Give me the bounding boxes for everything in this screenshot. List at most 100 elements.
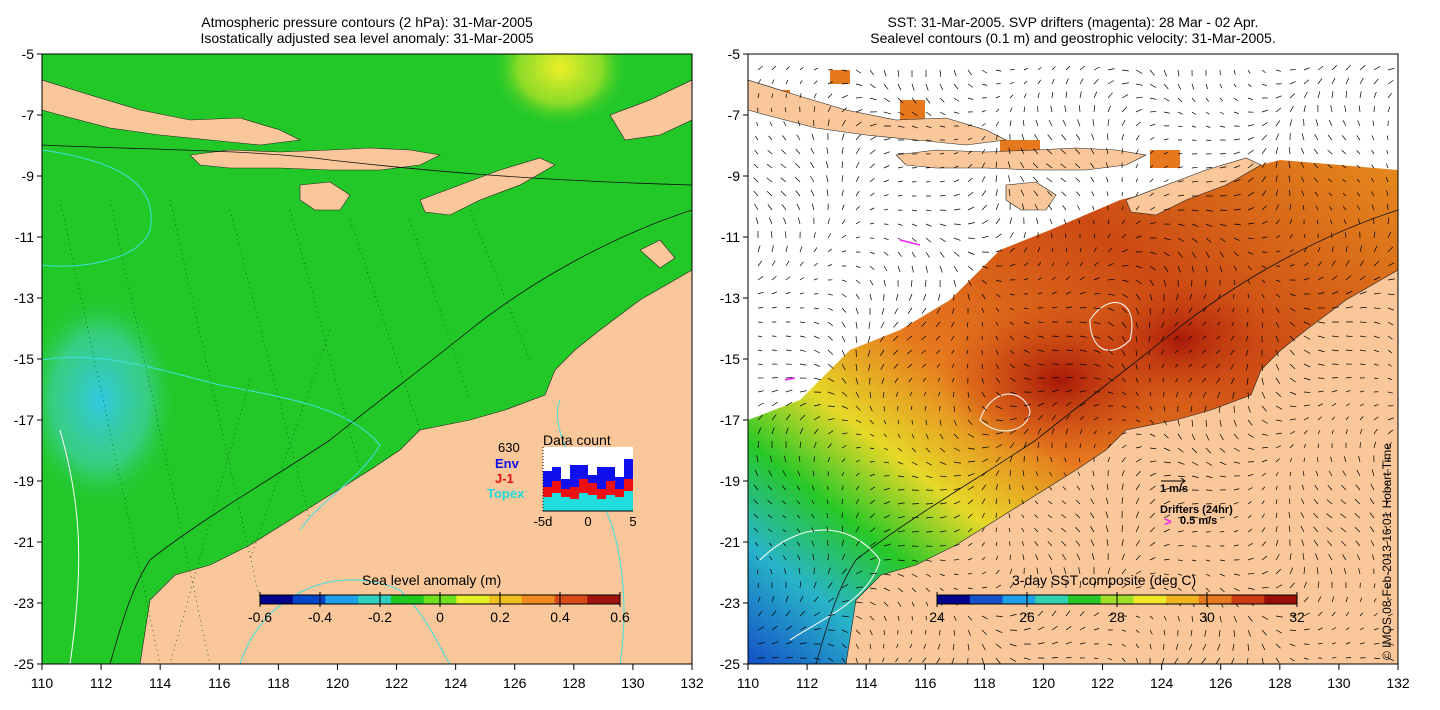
velocity-arrow — [1315, 470, 1319, 477]
velocity-arrow — [1217, 321, 1221, 326]
tanimbar-island — [609, 79, 692, 141]
velocity-arrow — [1149, 615, 1154, 620]
velocity-arrow — [1065, 306, 1073, 309]
velocity-arrow — [1107, 68, 1115, 71]
velocity-arrow — [1135, 555, 1141, 561]
velocity-arrow — [1177, 461, 1185, 465]
velocity-arrow — [1247, 97, 1253, 101]
velocity-arrow — [1121, 69, 1129, 72]
velocity-arrow — [981, 176, 986, 183]
velocity-arrow — [882, 657, 885, 662]
velocity-arrow — [869, 615, 875, 621]
velocity-arrow — [1345, 596, 1348, 603]
velocity-arrow — [1051, 349, 1059, 352]
velocity-arrow — [925, 97, 931, 104]
lon-tick-label: 110 — [737, 675, 760, 691]
velocity-arrow — [1163, 419, 1168, 426]
velocity-arrow — [783, 555, 787, 561]
velocity-arrow — [1201, 377, 1207, 383]
velocity-arrow — [897, 152, 904, 155]
velocity-arrow — [1092, 470, 1095, 477]
velocity-arrow — [855, 643, 860, 650]
velocity-arrow — [768, 528, 773, 533]
velocity-arrow — [855, 83, 863, 86]
velocity-arrow — [981, 458, 989, 463]
velocity-arrow — [785, 595, 789, 603]
velocity-arrow — [1135, 83, 1143, 86]
velocity-arrow — [827, 391, 835, 395]
velocity-arrow — [967, 137, 972, 141]
velocity-arrow — [952, 643, 955, 651]
sumba-island-sst — [1005, 181, 1057, 211]
velocity-arrow — [757, 611, 763, 617]
right-title-line2: Sealevel contours (0.1 m) and geostrophi… — [870, 30, 1276, 46]
velocity-arrow — [827, 597, 835, 603]
velocity-arrow — [966, 335, 969, 341]
velocity-arrow — [967, 265, 974, 271]
velocity-arrow — [1317, 581, 1320, 589]
velocity-arrow — [1354, 513, 1361, 519]
velocity-arrow — [1261, 570, 1269, 575]
velocity-arrow — [1163, 111, 1170, 114]
velocity-arrow — [1289, 657, 1295, 662]
velocity-arrow — [1078, 457, 1081, 463]
velocity-arrow — [1065, 626, 1072, 631]
velocity-arrow — [1163, 558, 1170, 561]
velocity-arrow — [826, 512, 829, 519]
velocity-arrow — [953, 69, 957, 77]
velocity-arrow — [1303, 335, 1311, 340]
velocity-arrow — [811, 203, 815, 211]
velocity-arrow — [1121, 82, 1129, 85]
velocity-arrow — [1107, 92, 1113, 99]
velocity-arrow — [1079, 626, 1086, 631]
velocity-arrow — [995, 321, 999, 326]
velocity-arrow — [855, 615, 862, 620]
velocity-arrow — [1387, 363, 1392, 367]
velocity-arrow — [1356, 164, 1361, 169]
velocity-arrow — [1289, 457, 1293, 463]
velocity-arrow — [1160, 335, 1165, 342]
velocity-arrow — [1079, 363, 1087, 366]
velocity-arrow — [967, 528, 973, 533]
velocity-arrow — [1261, 459, 1268, 463]
velocity-arrow — [1107, 456, 1110, 463]
velocity-arrow — [1009, 94, 1014, 99]
velocity-arrow — [1121, 377, 1126, 383]
velocity-arrow — [1093, 277, 1100, 281]
velocity-arrow — [953, 193, 960, 197]
velocity-arrow — [995, 83, 1001, 85]
velocity-arrow — [1203, 293, 1207, 300]
velocity-arrow — [1313, 148, 1319, 155]
velocity-arrow — [995, 444, 1003, 449]
velocity-arrow — [855, 265, 861, 269]
velocity-arrow — [1093, 581, 1097, 589]
lat-tick-label: -19 — [14, 473, 34, 489]
velocity-arrow — [869, 163, 875, 169]
velocity-arrow — [1300, 525, 1305, 533]
velocity-arrow — [813, 247, 818, 253]
velocity-arrow — [1037, 402, 1045, 407]
velocity-arrow — [1261, 629, 1267, 636]
velocity-arrow — [995, 293, 1001, 298]
velocity-arrow — [967, 191, 974, 197]
velocity-arrow — [1177, 237, 1185, 242]
velocity-arrow — [855, 391, 860, 398]
velocity-arrow — [1303, 277, 1310, 281]
velocity-arrow — [1205, 615, 1208, 623]
velocity-arrow — [883, 447, 889, 451]
velocity-arrow — [1022, 470, 1025, 477]
velocity-arrow — [951, 363, 955, 368]
velocity-arrow — [1121, 524, 1123, 533]
velocity-arrow — [827, 119, 830, 127]
velocity-arrow — [922, 377, 927, 382]
velocity-arrow — [799, 349, 806, 352]
velocity-arrow — [925, 601, 929, 607]
velocity-arrow — [1051, 66, 1056, 71]
velocity-arrow — [1370, 191, 1375, 197]
velocity-arrow — [1317, 276, 1324, 281]
velocity-arrow — [1275, 391, 1282, 398]
velocity-arrow — [1202, 307, 1207, 313]
colorbar-segment — [260, 595, 294, 604]
velocity-arrow — [1289, 471, 1292, 477]
velocity-arrow — [1061, 500, 1067, 505]
